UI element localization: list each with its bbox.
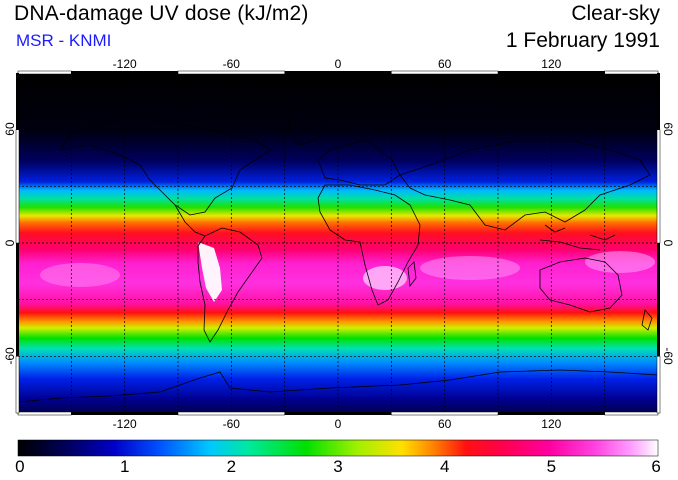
lon-tick-bottom: -120 xyxy=(112,417,137,431)
colorbar-label: 1 xyxy=(119,457,130,476)
colorbar-label: 5 xyxy=(546,457,557,476)
lat-tick-left: 0 xyxy=(3,239,17,247)
colorbar xyxy=(17,439,659,457)
high-dose-patch xyxy=(40,263,120,287)
chart-title: DNA-damage UV dose (kJ/m2) xyxy=(14,2,309,25)
frame-ticks xyxy=(15,70,661,416)
andes-white-streak xyxy=(198,242,222,302)
sky-condition-label: Clear-sky xyxy=(571,2,660,25)
lon-tick-top: 60 xyxy=(438,57,452,71)
colorbar-label: 2 xyxy=(226,457,237,476)
colorbar-label: 0 xyxy=(15,457,25,476)
high-dose-patch xyxy=(420,256,520,280)
date-label: 1 February 1991 xyxy=(505,29,660,52)
credit-label: MSR - KNMI xyxy=(16,31,112,50)
lat-tick-left: 60 xyxy=(3,122,17,136)
graticule xyxy=(18,73,658,413)
lat-tick-right: 0 xyxy=(661,239,675,247)
colorbar-label: 4 xyxy=(439,457,450,476)
lon-tick-top: -120 xyxy=(112,57,137,71)
lon-tick-top: 120 xyxy=(541,57,562,71)
coastlines xyxy=(18,104,658,403)
high-dose-patch xyxy=(585,251,655,273)
lat-tick-left: -60 xyxy=(3,347,17,365)
lon-tick-top: -60 xyxy=(222,57,240,71)
colorbar-label: 3 xyxy=(333,457,343,476)
lat-tick-right: 60 xyxy=(661,122,675,136)
lon-tick-top: 0 xyxy=(334,57,342,71)
high-dose-patch xyxy=(363,266,407,290)
lon-tick-bottom: 0 xyxy=(334,417,342,431)
lon-tick-bottom: 120 xyxy=(541,417,562,431)
lon-tick-bottom: -60 xyxy=(222,417,240,431)
lat-tick-right: -60 xyxy=(661,347,675,365)
lon-tick-bottom: 60 xyxy=(438,417,452,431)
colorbar-label: 6 xyxy=(651,457,661,476)
